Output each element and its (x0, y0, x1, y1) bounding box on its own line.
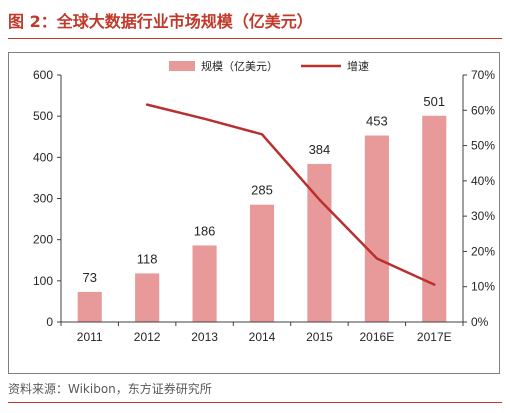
data-label-2017E: 501 (423, 94, 445, 109)
y-right-tick-label: 0% (471, 315, 489, 329)
data-label-2015: 384 (309, 142, 331, 157)
y-right-tick-label: 20% (471, 244, 495, 258)
chart-area: 0 100 200 300 400 500 600 0% 10% 20% 30% 40% 50% 60% 7… (33, 59, 495, 344)
figure-title: 图 2：全球大数据行业市场规模（亿美元） (8, 12, 313, 31)
y-left-tick-label: 100 (33, 274, 53, 288)
y-right-tick-label: 50% (471, 139, 495, 153)
bar-2011 (77, 291, 102, 322)
y-left-tick-label: 300 (33, 192, 53, 206)
growth-line (145, 103, 436, 286)
data-label-2016E: 453 (366, 114, 388, 129)
legend-label-line: 增速 (347, 59, 369, 73)
source-note: 资料来源：Wikibon，东方证券研究所 (8, 382, 212, 396)
y-right-tick-label: 60% (471, 103, 495, 117)
data-label-2012: 118 (137, 251, 158, 266)
y-right-tick-label: 40% (471, 174, 495, 188)
bottom-divider (8, 402, 502, 403)
y-left-tick-label: 0 (46, 315, 53, 329)
y-right-tick-label: 30% (471, 209, 495, 223)
bar-2014 (249, 204, 275, 322)
x-tick-label: 2017E (417, 330, 452, 344)
bar-2012 (135, 273, 160, 322)
bar-2016E (364, 135, 389, 322)
bar-2017E (422, 115, 447, 322)
bar-2013 (192, 245, 217, 322)
y-right-tick-label: 10% (471, 280, 495, 294)
data-label-2011: 73 (82, 270, 96, 285)
y-left-tick-label: 200 (33, 233, 53, 247)
data-label-2014: 285 (251, 183, 273, 198)
chart-frame: 0 100 200 300 400 500 600 0% 10% 20% 30% 40% 50% 60% 7… (8, 52, 500, 374)
data-label-2013: 186 (194, 223, 216, 238)
y-left-tick-label: 600 (33, 68, 53, 82)
x-tick-label: 2016E (360, 330, 395, 344)
x-tick-label: 2014 (249, 330, 276, 344)
x-tick-label: 2012 (134, 330, 161, 344)
x-tick-label: 2011 (77, 330, 103, 344)
bar-2015 (307, 163, 332, 322)
title-divider (8, 38, 502, 39)
y-left-tick-label: 500 (33, 109, 53, 123)
x-tick-label: 2015 (306, 330, 333, 344)
y-right-tick-label: 70% (471, 68, 495, 82)
legend-swatch-bar (169, 61, 195, 71)
legend-label-bar: 规模（亿美元） (201, 59, 278, 73)
x-tick-label: 2013 (191, 330, 218, 344)
y-left-tick-label: 400 (33, 150, 53, 164)
